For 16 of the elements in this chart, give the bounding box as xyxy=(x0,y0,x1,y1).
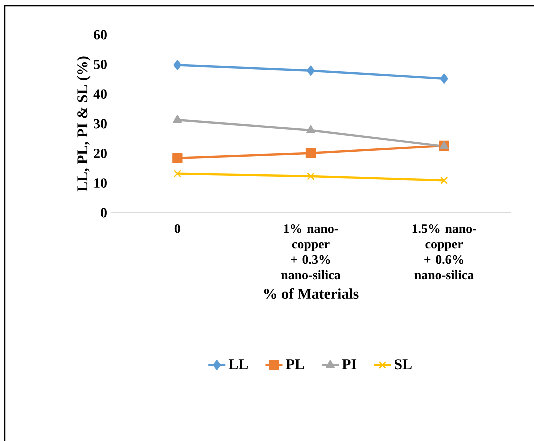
legend-label: LL xyxy=(228,360,248,370)
y-tick-label: 20 xyxy=(94,148,107,158)
y-tick-label: 10 xyxy=(94,178,107,188)
x-tick-label: 1.5% nano-copper + 0.6% nano-silica xyxy=(412,224,476,280)
y-tick-label: 40 xyxy=(94,90,107,100)
x-axis-title: % of Materials xyxy=(264,288,359,300)
y-tick-label: 50 xyxy=(94,60,107,70)
y-tick-label: 0 xyxy=(101,208,107,218)
x-tick-label: 1% nano-copper + 0.3% nano-silica xyxy=(281,224,341,280)
legend-label: PL xyxy=(286,360,304,370)
y-axis-title: LL, PL, PI & SL (%) xyxy=(77,56,91,192)
y-tick-label: 60 xyxy=(94,30,107,40)
x-tick-label: 0 xyxy=(174,224,180,234)
legend-label: SL xyxy=(395,360,412,370)
y-tick-label: 30 xyxy=(94,119,107,129)
legend-label: PI xyxy=(342,360,357,370)
